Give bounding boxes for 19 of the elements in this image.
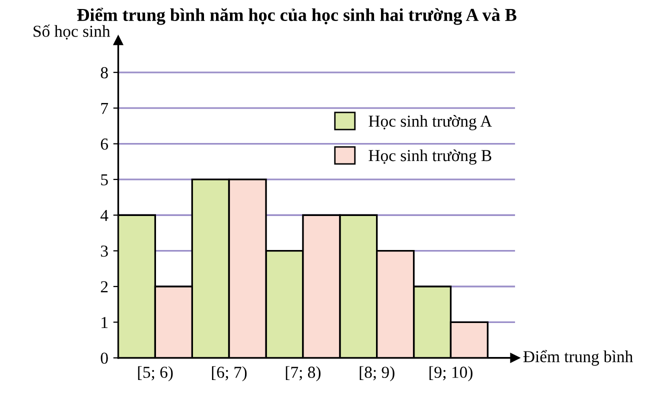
x-tick-label: [7; 8) <box>286 366 321 382</box>
x-tick-label: [9; 10) <box>430 366 472 382</box>
legend-label: Học sinh trường B <box>368 149 492 165</box>
x-tick-label: [6; 7) <box>212 366 247 382</box>
y-tick-label: 4 <box>100 210 108 221</box>
y-tick-label: 5 <box>101 174 108 186</box>
y-tick-label: 0 <box>100 352 108 364</box>
legend-label: Học sinh trường A <box>368 115 492 130</box>
y-tick-label: 1 <box>102 316 108 328</box>
x-tick-label: [8; 9) <box>360 366 394 382</box>
y-tick-label: 2 <box>100 281 108 292</box>
y-tick-label: 7 <box>101 102 108 114</box>
x-axis-title: Điểm trung bình <box>523 350 633 366</box>
chart-title: Điểm trung bình năm học của học sinh hai trường A và B <box>77 8 516 25</box>
y-axis-title: Số học sinh <box>34 24 110 40</box>
y-tick-label: 6 <box>100 138 108 150</box>
y-tick-label: 8 <box>100 67 108 78</box>
x-tick-label: [5; 6) <box>138 366 173 382</box>
y-tick-label: 3 <box>100 246 108 257</box>
